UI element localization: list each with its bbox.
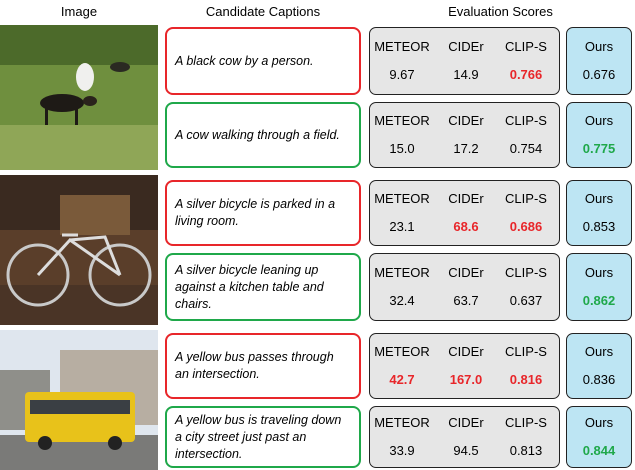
metric-label: CIDEr [448, 191, 484, 206]
photo-bus [0, 330, 158, 470]
caption-box: A yellow bus passes through an intersect… [165, 333, 361, 399]
metric-label: METEOR [374, 191, 430, 206]
ours-box [566, 406, 632, 468]
score-value: 0.686 [509, 219, 543, 234]
score-value: 17.2 [453, 141, 479, 156]
metric-label: CLIP-S [505, 344, 547, 359]
caption-box: A cow walking through a field. [165, 102, 361, 168]
metric-label: Ours [584, 191, 614, 206]
score-value: 94.5 [453, 443, 479, 458]
score-value: 32.4 [389, 293, 415, 308]
header-captions: Candidate Captions [205, 4, 321, 19]
score-value: 0.816 [509, 372, 543, 387]
score-box [369, 27, 560, 95]
metric-label: CIDEr [448, 265, 484, 280]
caption: A silver bicycle is parked in a living r… [175, 197, 336, 228]
metric-label: CLIP-S [505, 39, 547, 54]
score-value: 0.766 [509, 67, 543, 82]
caption: A yellow bus is traveling down a city st… [175, 412, 342, 461]
caption: A black cow by a person. [175, 53, 314, 68]
score-box [369, 180, 560, 246]
metric-label: CLIP-S [505, 191, 547, 206]
caption: A silver bicycle leaning up against a ki… [175, 262, 324, 311]
score-value: 0.775 [582, 141, 616, 156]
score-value: 23.1 [389, 219, 415, 234]
caption-box: A black cow by a person. [165, 27, 361, 95]
photo-cows [0, 25, 158, 170]
score-value: 68.6 [453, 219, 479, 234]
score-value: 9.67 [389, 67, 415, 82]
score-value: 0.844 [582, 443, 616, 458]
header-scores: Evaluation Scores [448, 4, 553, 19]
metric-label: METEOR [374, 39, 430, 54]
metric-label: METEOR [374, 113, 430, 128]
caption-box: A yellow bus is traveling down a city st… [165, 406, 361, 468]
metric-label: Ours [584, 265, 614, 280]
metric-label: Ours [584, 113, 614, 128]
score-box [369, 333, 560, 399]
score-value: 0.754 [509, 141, 543, 156]
caption: A cow walking through a field. [175, 127, 340, 142]
metric-label: METEOR [374, 415, 430, 430]
score-box [369, 102, 560, 168]
metric-label: Ours [584, 39, 614, 54]
score-value: 15.0 [389, 141, 415, 156]
score-value: 0.676 [582, 67, 616, 82]
header-image: Image [60, 4, 98, 19]
ours-box [566, 102, 632, 168]
metric-label: Ours [584, 415, 614, 430]
metric-label: Ours [584, 344, 614, 359]
score-box [369, 253, 560, 321]
caption-box: A silver bicycle is parked in a living r… [165, 180, 361, 246]
metric-label: METEOR [374, 344, 430, 359]
score-box [369, 406, 560, 468]
metric-label: CIDEr [448, 113, 484, 128]
photo-bicycle [0, 175, 158, 325]
score-value: 0.862 [582, 293, 616, 308]
score-value: 42.7 [389, 372, 415, 387]
ours-box [566, 180, 632, 246]
metric-label: CLIP-S [505, 415, 547, 430]
score-value: 0.637 [509, 293, 543, 308]
score-value: 14.9 [453, 67, 479, 82]
score-value: 0.853 [582, 219, 616, 234]
metric-label: CIDEr [448, 39, 484, 54]
metric-label: METEOR [374, 265, 430, 280]
metric-label: CIDEr [448, 415, 484, 430]
ours-box [566, 253, 632, 321]
score-value: 33.9 [389, 443, 415, 458]
caption: A yellow bus passes through an intersect… [175, 350, 334, 381]
ours-box [566, 333, 632, 399]
metric-label: CIDEr [448, 344, 484, 359]
ours-box [566, 27, 632, 95]
score-value: 0.813 [509, 443, 543, 458]
metric-label: CLIP-S [505, 265, 547, 280]
caption-box: A silver bicycle leaning up against a ki… [165, 253, 361, 321]
score-value: 167.0 [449, 372, 483, 387]
metric-label: CLIP-S [505, 113, 547, 128]
score-value: 0.836 [582, 372, 616, 387]
score-value: 63.7 [453, 293, 479, 308]
